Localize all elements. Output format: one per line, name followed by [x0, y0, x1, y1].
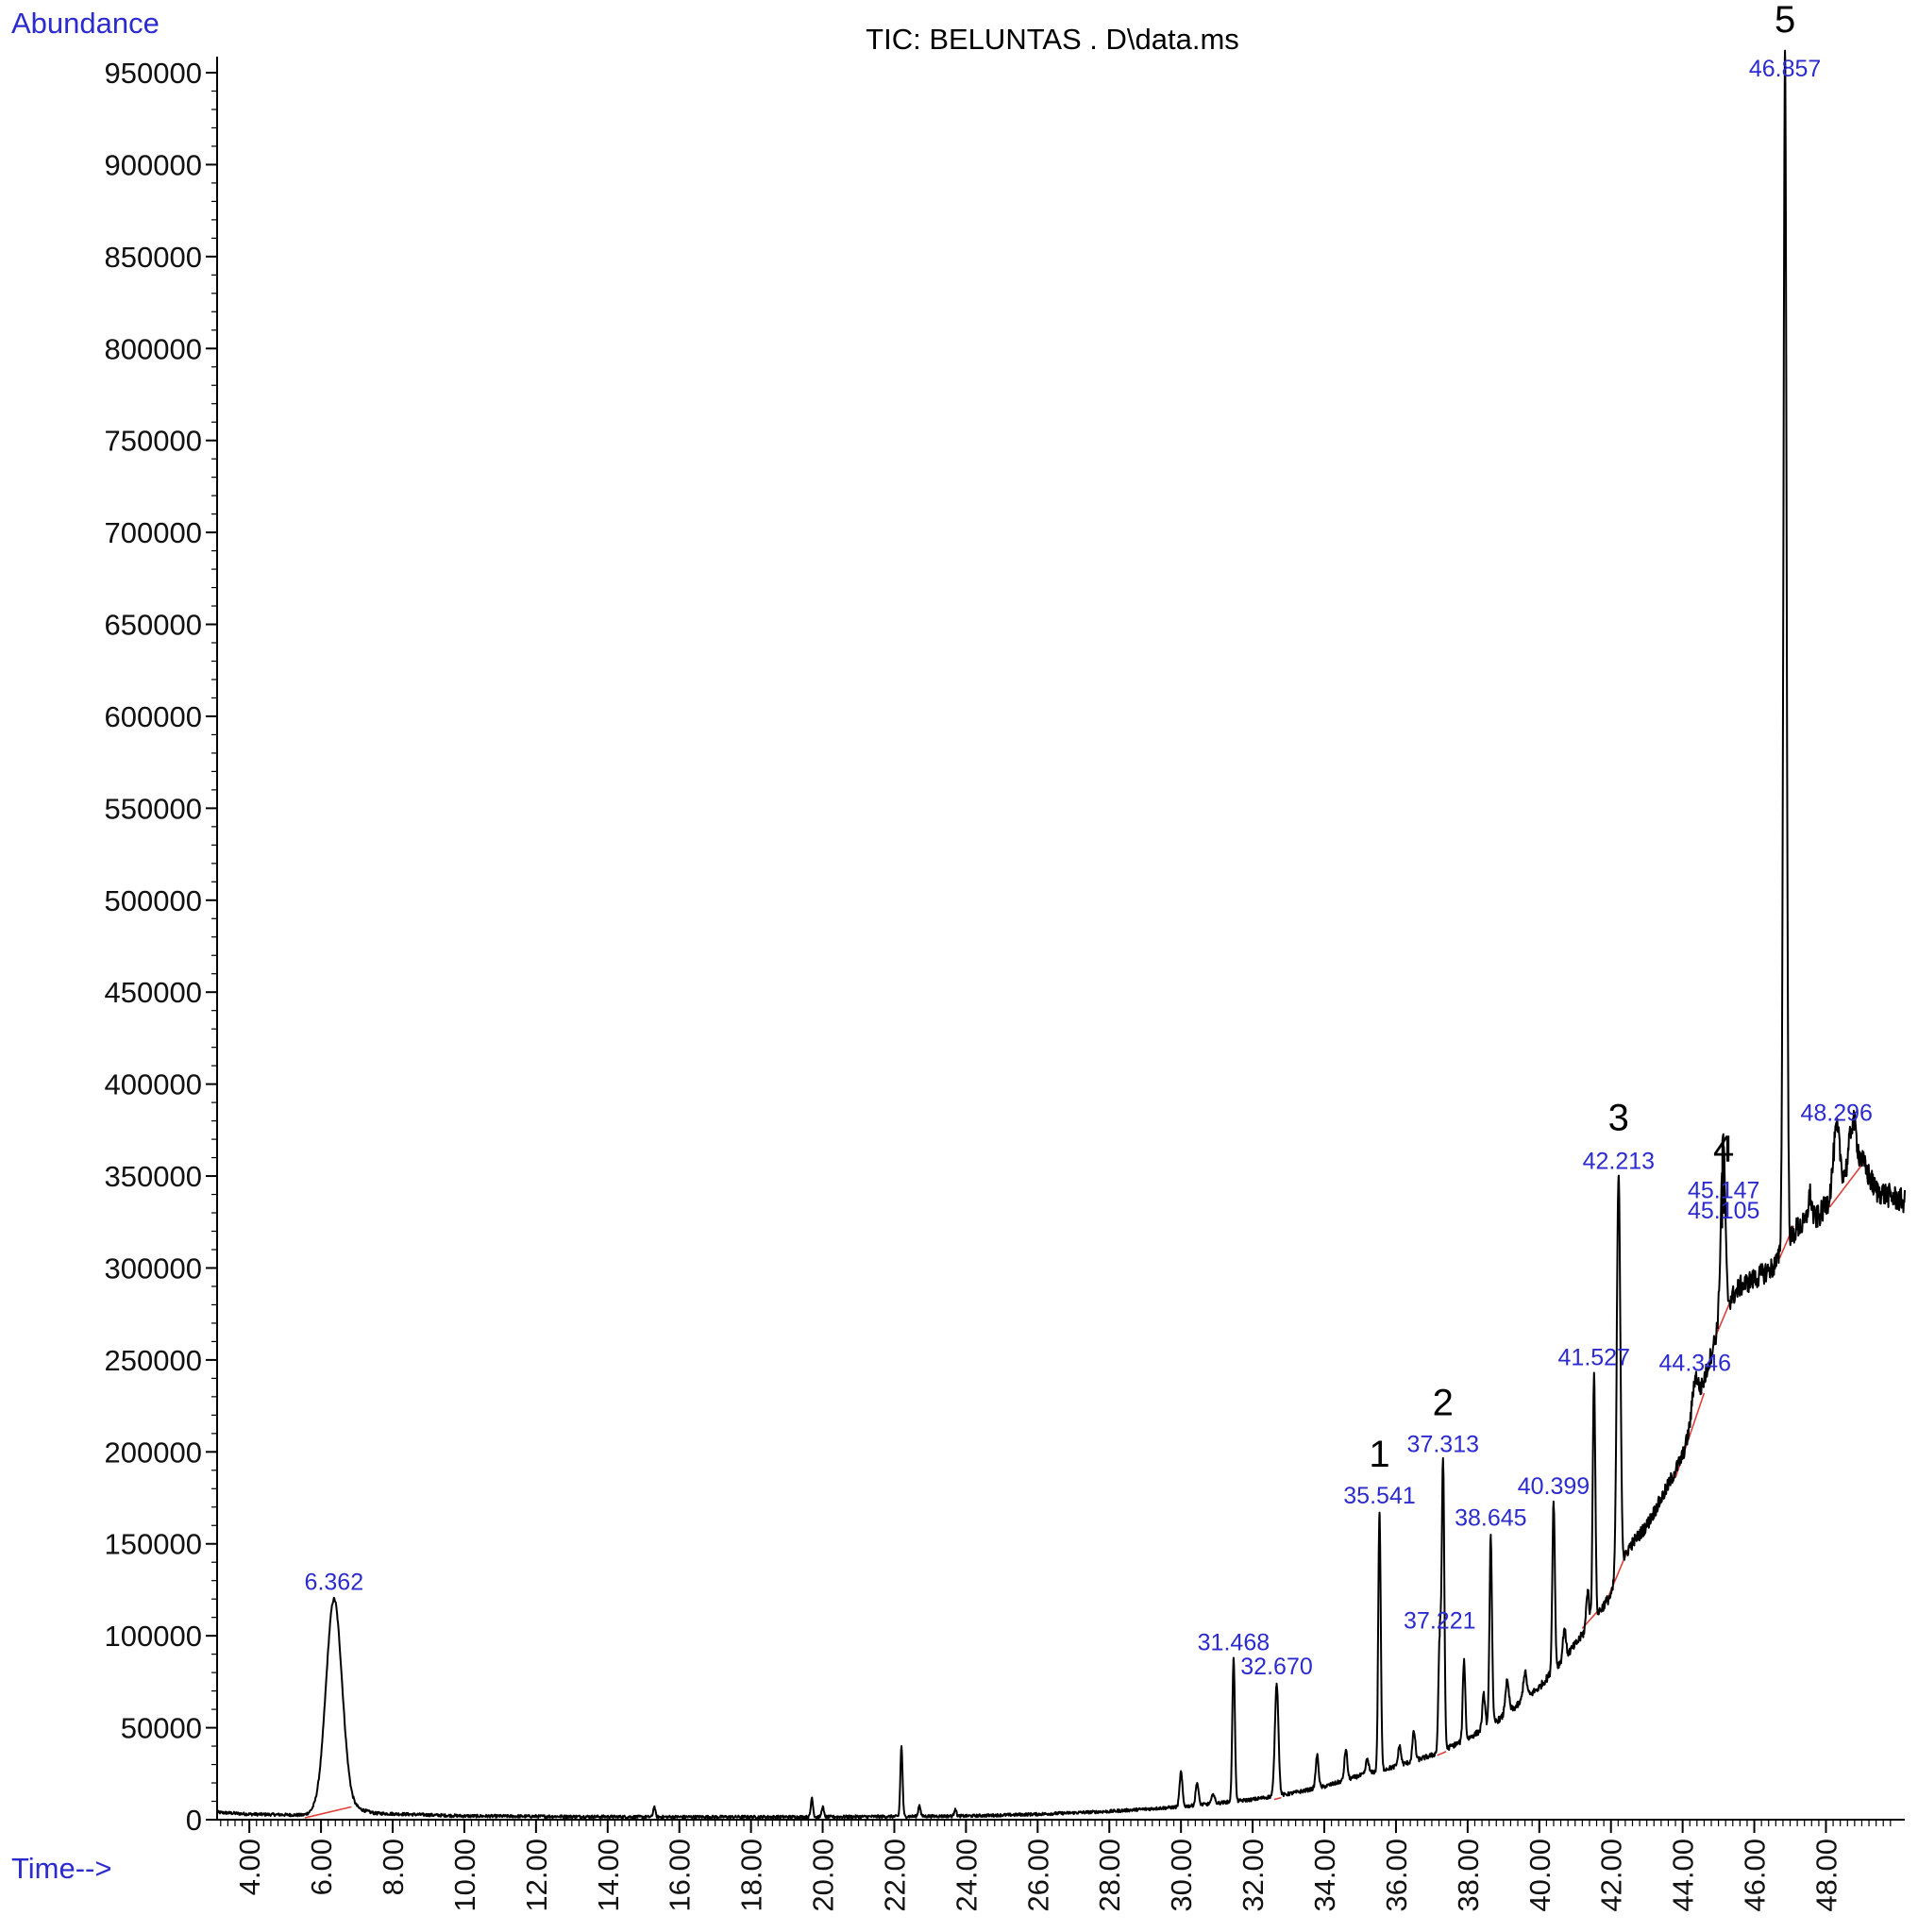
peak-label: 42.213: [1583, 1148, 1655, 1174]
y-tick-label: 200000: [105, 1436, 202, 1469]
x-tick-label: 40.00: [1523, 1839, 1556, 1912]
y-tick-label: 850000: [105, 241, 202, 274]
y-tick-label: 150000: [105, 1528, 202, 1561]
peak-label: 44.346: [1659, 1351, 1731, 1377]
x-tick-label: 6.00: [305, 1839, 338, 1895]
peak-label: 45.105: [1688, 1198, 1759, 1224]
tic-trace-line: [216, 49, 1906, 1820]
tic-trace: [216, 49, 1906, 1820]
axes: [216, 57, 1905, 1821]
y-tick-label: 700000: [105, 516, 202, 549]
y-tick-label: 400000: [105, 1068, 202, 1101]
peak-label: 37.221: [1404, 1607, 1475, 1634]
x-tick-label: 42.00: [1595, 1839, 1628, 1912]
x-tick-label: 36.00: [1380, 1839, 1413, 1912]
x-tick-label: 28.00: [1093, 1839, 1126, 1912]
compound-label: 4: [1713, 1128, 1734, 1169]
integration-baseline: [1828, 1164, 1863, 1208]
integration-baseline: [1273, 1796, 1282, 1801]
x-tick-label: 48.00: [1809, 1839, 1842, 1912]
y-tick-label: 450000: [105, 976, 202, 1009]
peak-label: 31.468: [1198, 1630, 1270, 1656]
x-tick-label: 30.00: [1165, 1839, 1198, 1912]
peak-label: 41.527: [1558, 1345, 1630, 1371]
compound-label: 2: [1433, 1382, 1454, 1423]
y-tick-label: 950000: [105, 57, 202, 90]
compound-labels: 1 2 3 4 5: [1369, 0, 1795, 1475]
x-tick-label: 14.00: [592, 1839, 625, 1912]
compound-label: 3: [1608, 1097, 1629, 1138]
peak-label: 37.313: [1407, 1431, 1479, 1457]
x-tick-label: 4.00: [233, 1839, 266, 1895]
peak-label: 40.399: [1518, 1473, 1590, 1500]
y-tick-label: 500000: [105, 884, 202, 917]
y-tick-label: 800000: [105, 332, 202, 365]
y-tick-label: 750000: [105, 425, 202, 458]
peak-label: 45.147: [1688, 1177, 1759, 1203]
peak-label: 46.857: [1749, 56, 1821, 82]
x-axis-title: Time-->: [11, 1852, 112, 1885]
x-tick-label: 38.00: [1452, 1839, 1485, 1912]
peak-label: 38.645: [1455, 1504, 1526, 1531]
y-tick-label: 300000: [105, 1252, 202, 1285]
x-tick-label: 10.00: [448, 1839, 481, 1912]
x-tick-label: 44.00: [1667, 1839, 1700, 1912]
x-tick-label: 12.00: [520, 1839, 553, 1912]
x-tick-label: 26.00: [1021, 1839, 1054, 1912]
y-tick-label: 100000: [105, 1620, 202, 1653]
x-axis-ticks: 4.00 6.00 8.00 10.00 12.00 14.00 16.00 18.00 20.…: [220, 1820, 1892, 1912]
x-tick-label: 18.00: [735, 1839, 768, 1912]
x-tick-label: 46.00: [1739, 1839, 1772, 1912]
y-tick-label: 250000: [105, 1344, 202, 1377]
integration-baselines: [304, 1164, 1863, 1819]
x-tick-label: 34.00: [1308, 1839, 1341, 1912]
y-tick-label: 0: [186, 1804, 202, 1837]
chart-title: TIC: BELUNTAS . D\data.ms: [866, 23, 1239, 56]
x-tick-label: 32.00: [1237, 1839, 1270, 1912]
x-tick-label: 22.00: [878, 1839, 911, 1912]
peak-label: 32.670: [1240, 1654, 1312, 1680]
y-tick-label: 550000: [105, 792, 202, 825]
compound-label: 1: [1369, 1434, 1389, 1475]
y-axis-title: Abundance: [11, 7, 160, 40]
integration-baseline: [1437, 1751, 1447, 1756]
y-tick-label: 650000: [105, 609, 202, 642]
y-tick-label: 50000: [121, 1712, 202, 1745]
x-tick-label: 8.00: [377, 1839, 410, 1895]
peak-label: 6.362: [305, 1569, 364, 1595]
compound-label: 5: [1775, 0, 1795, 41]
y-tick-label: 600000: [105, 700, 202, 733]
x-tick-label: 16.00: [664, 1839, 697, 1912]
x-tick-label: 24.00: [950, 1839, 983, 1912]
y-tick-label: 350000: [105, 1160, 202, 1193]
peak-label: 48.296: [1800, 1100, 1872, 1127]
y-axis-ticks: 0 50000 100000 150000 200000 250000 300000 3500…: [105, 57, 217, 1837]
integration-baseline: [304, 1806, 352, 1819]
peak-label: 35.541: [1343, 1483, 1415, 1509]
y-tick-label: 900000: [105, 148, 202, 181]
x-tick-label: 20.00: [807, 1839, 840, 1912]
